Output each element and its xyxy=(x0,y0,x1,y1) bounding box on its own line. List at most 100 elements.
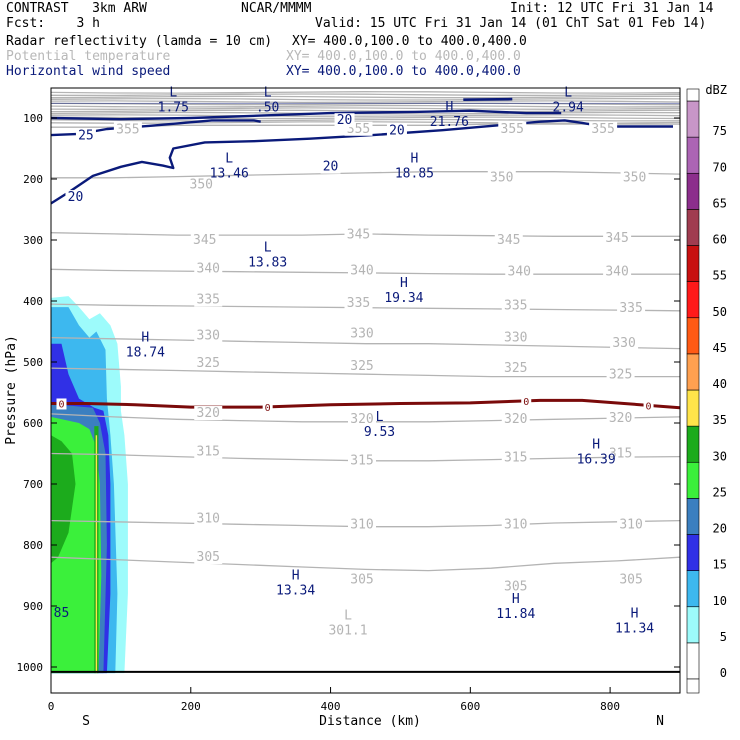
wind-label-bg xyxy=(334,113,355,128)
colorbar-level-label: 35 xyxy=(713,413,727,427)
theta-label: 305 xyxy=(350,573,373,588)
theta-label: 320 xyxy=(350,412,373,427)
organization-label: NCAR/MMMM xyxy=(241,1,312,16)
extremum-value: 13.34 xyxy=(276,584,315,599)
theta-label: 345 xyxy=(605,231,628,246)
colorbar-swatch-45 xyxy=(686,317,700,355)
theta-label-bg xyxy=(348,412,377,427)
theta-label-bg xyxy=(501,360,530,375)
theta-label-bg xyxy=(501,579,530,594)
theta-label-bg xyxy=(194,511,223,526)
theta-contour-upper xyxy=(51,95,680,99)
colorbar-swatch-60 xyxy=(686,209,700,246)
theta-label: 335 xyxy=(619,301,642,316)
colorbar-swatch-0 xyxy=(686,642,700,680)
theta-label: 325 xyxy=(350,359,373,374)
y-tick-label: 900 xyxy=(23,600,43,613)
freezing-level-label: 0 xyxy=(523,397,529,408)
theta-label: 335 xyxy=(347,296,370,311)
reflectivity-30dbz-region xyxy=(51,435,76,564)
theta-label-bg xyxy=(501,298,530,313)
extremum-value: 13.83 xyxy=(248,255,287,270)
x-tick-label: 400 xyxy=(321,700,341,713)
wind-label: 20 xyxy=(389,124,405,139)
extremum-l-marker: L xyxy=(264,85,272,100)
theta-label-bg xyxy=(501,450,530,465)
x-tick-label: 800 xyxy=(600,700,620,713)
theta-label: 305 xyxy=(619,573,642,588)
theta-label-bg xyxy=(617,572,646,587)
theta-label-bg xyxy=(494,232,523,247)
colorbar-swatch-75 xyxy=(686,100,700,138)
axis-end-label-north: N xyxy=(656,714,664,729)
theta-label-bg xyxy=(505,264,534,279)
y-tick-label: 700 xyxy=(23,478,43,491)
theta-label-bg xyxy=(603,230,632,245)
y-tick-label: 800 xyxy=(23,539,43,552)
colorbar-swatch-20 xyxy=(686,498,700,535)
theta-label: 345 xyxy=(347,227,370,242)
theta-label: 310 xyxy=(619,518,642,533)
colorbar-level-label: 20 xyxy=(713,522,727,536)
plot-frame xyxy=(50,87,681,694)
theta-label-bg xyxy=(348,453,377,468)
theta-contour-upper xyxy=(51,93,680,97)
theta-label: 355 xyxy=(501,122,524,137)
extremum-h-marker: H xyxy=(512,592,520,607)
theta-label-bg xyxy=(348,572,377,587)
theta-label-bg xyxy=(617,301,646,316)
y-tick-label: 600 xyxy=(23,417,43,430)
theta-label: 345 xyxy=(497,233,520,248)
x-tick-label: 600 xyxy=(460,700,480,713)
theta-label: 350 xyxy=(623,171,646,186)
extremum-value: 301.1 xyxy=(328,623,367,638)
extremum-h-marker: H xyxy=(411,151,419,166)
theta-label: 315 xyxy=(350,454,373,469)
theta-label-bg xyxy=(589,121,618,136)
theta-contour-upper xyxy=(51,109,680,113)
theta-label-bg xyxy=(501,330,530,345)
y-tick-label: 1000 xyxy=(17,661,44,674)
theta-label-bg xyxy=(498,121,527,136)
extremum-l-marker: L xyxy=(344,608,352,623)
colorbar-level-label: 10 xyxy=(713,594,727,608)
colorbar-swatch-40 xyxy=(686,353,700,391)
theta-label: 335 xyxy=(197,293,220,308)
extremum-value: 11.34 xyxy=(615,621,654,636)
theta-label-bg xyxy=(344,296,373,311)
extremum-value: 85 xyxy=(54,606,70,621)
wind-label-bg xyxy=(386,123,407,138)
wind-label: 20 xyxy=(337,113,353,128)
theta-label: 340 xyxy=(508,265,531,280)
theta-label: 310 xyxy=(504,518,527,533)
colorbar-swatch-25 xyxy=(686,461,700,499)
extremum-value: 18.74 xyxy=(126,346,165,361)
colorbar-bottom xyxy=(686,678,700,694)
colorbar-level-label: 25 xyxy=(713,485,727,499)
colorbar-level-label: 45 xyxy=(713,341,727,355)
colorbar-swatch-30 xyxy=(686,425,700,463)
extremum-h-marker: H xyxy=(445,100,453,115)
wind-label-bg xyxy=(320,159,341,174)
theta-label-bg xyxy=(113,122,142,137)
theta-label-bg xyxy=(190,232,219,247)
theta-label-bg xyxy=(487,170,516,185)
theta-label-bg xyxy=(344,227,373,242)
freezing-label-bg xyxy=(56,398,67,410)
extremum-value: 1.75 xyxy=(158,100,189,115)
theta-label: 355 xyxy=(591,122,614,137)
theta-label-bg xyxy=(610,335,639,350)
extremum-value: 18.85 xyxy=(395,166,434,181)
wind-label-bg xyxy=(75,128,96,143)
forecast-hour: Fcst: 3 h xyxy=(6,16,100,31)
colorbar-swatch-65 xyxy=(686,172,700,210)
colorbar-level-label: 70 xyxy=(713,160,727,174)
init-time: Init: 12 UTC Fri 31 Jan 14 xyxy=(510,1,714,16)
colorbar-swatch-10 xyxy=(686,570,700,608)
wind-label: 25 xyxy=(78,128,94,143)
y-axis-title: Pressure (hPa) xyxy=(4,335,19,445)
theta-contour-305 xyxy=(51,556,680,572)
colorbar-swatch-5 xyxy=(686,606,700,644)
theta-label: 340 xyxy=(350,263,373,278)
theta-contour-upper xyxy=(51,118,680,122)
